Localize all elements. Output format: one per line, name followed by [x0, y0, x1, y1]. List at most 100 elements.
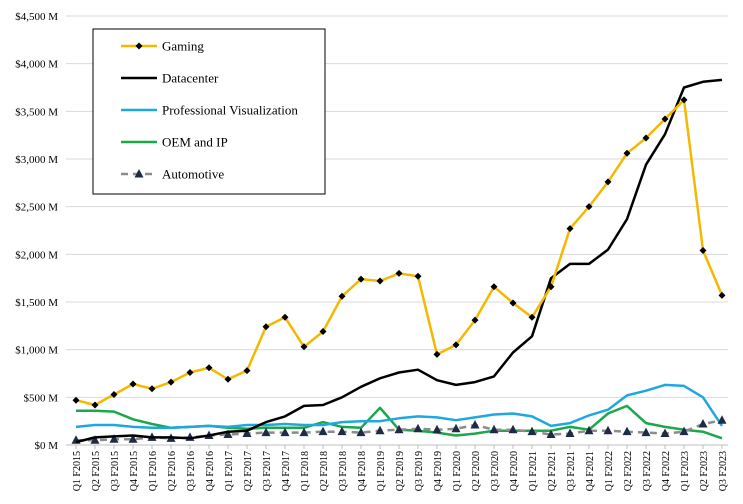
data-point-gaming [433, 350, 441, 358]
data-point-automotive [603, 425, 613, 435]
x-tick-label: Q3 F2019 [414, 451, 425, 491]
x-tick-label: Q1 F2018 [300, 451, 311, 491]
x-tick-label: Q2 F2023 [699, 451, 710, 491]
data-point-automotive [432, 424, 442, 434]
data-point-automotive [261, 427, 271, 437]
data-point-gaming [224, 375, 232, 383]
data-point-gaming [281, 313, 289, 321]
data-point-gaming [148, 385, 156, 393]
legend-label-oem-and-ip: OEM and IP [162, 135, 228, 150]
data-point-gaming [243, 367, 251, 375]
y-tick-label: $0 M [34, 440, 58, 452]
legend-label-professional-visualization: Professional Visualization [162, 103, 298, 118]
legend-item-gaming: Gaming [121, 39, 204, 54]
data-point-gaming [319, 328, 327, 336]
data-point-gaming [338, 292, 346, 300]
legend-item-automotive: Automotive [121, 167, 224, 182]
series-professional-visualization [75, 383, 724, 430]
x-tick-label: Q1 F2015 [72, 451, 83, 491]
data-point-automotive [375, 425, 385, 435]
data-point-gaming [376, 277, 384, 285]
data-point-gaming [642, 134, 650, 142]
x-tick-label: Q4 F2016 [205, 451, 216, 491]
data-point-gaming [186, 369, 194, 377]
y-tick-label: $3,500 M [15, 106, 58, 118]
x-tick-label: Q1 F2019 [376, 451, 387, 491]
x-axis: Q1 F2015 Q2 F2015 Q3 F2015 Q4 F2015 Q1 F2016… [66, 444, 729, 491]
x-tick-label: Q3 F2015 [110, 451, 121, 491]
data-point-gaming [604, 178, 612, 186]
legend-item-datacenter: Datacenter [121, 71, 219, 86]
x-tick-label: Q3 F2016 [186, 451, 197, 491]
data-point-automotive [109, 434, 119, 443]
y-tick-label: $1,000 M [15, 345, 58, 357]
data-point-gaming [357, 275, 365, 283]
x-tick-label: Q3 F2020 [490, 451, 501, 491]
data-point-gaming [167, 378, 175, 386]
series-layer [71, 78, 727, 444]
x-tick-label: Q3 F2021 [566, 451, 577, 491]
data-point-gaming [110, 390, 118, 398]
y-tick-label: $4,500 M [15, 11, 58, 23]
data-point-automotive [622, 426, 632, 436]
x-tick-label: Q1 F2022 [604, 451, 615, 491]
y-tick-label: $2,000 M [15, 249, 58, 261]
data-point-gaming [490, 283, 498, 291]
series-datacenter [75, 78, 723, 444]
x-tick-label: Q2 F2020 [471, 451, 482, 491]
data-point-gaming [699, 247, 707, 255]
data-point-automotive [489, 424, 499, 434]
x-tick-label: Q2 F2015 [91, 451, 102, 491]
data-point-gaming [471, 316, 479, 324]
y-tick-label: $1,500 M [15, 297, 58, 309]
data-point-gaming [528, 313, 536, 321]
x-tick-label: Q2 F2016 [167, 451, 178, 491]
data-point-gaming [452, 341, 460, 349]
data-point-gaming [91, 401, 99, 409]
data-point-gaming [566, 225, 574, 233]
data-point-automotive [242, 428, 252, 438]
data-point-gaming [129, 380, 137, 388]
data-point-gaming [661, 115, 669, 123]
x-tick-label: Q1 F2020 [452, 451, 463, 491]
legend-marker-gaming [135, 42, 143, 50]
data-point-automotive [641, 427, 651, 437]
x-tick-label: Q4 F2015 [129, 451, 140, 491]
data-point-gaming [509, 299, 517, 307]
x-tick-label: Q4 F2022 [661, 451, 672, 491]
data-point-gaming [585, 203, 593, 211]
legend-box [92, 28, 326, 195]
y-axis: $0 M $500 M $1,000 M $1,500 M $2,000 M $2,500… [15, 11, 58, 452]
data-point-automotive [90, 435, 100, 444]
x-tick-label: Q3 F2018 [338, 451, 349, 491]
legend: Gaming Datacenter Professional Visualizati… [92, 28, 326, 195]
legend-label-datacenter: Datacenter [162, 71, 219, 86]
y-tick-label: $3,000 M [15, 154, 58, 166]
x-tick-label: Q2 F2019 [395, 451, 406, 491]
data-point-automotive [527, 426, 537, 436]
data-point-gaming [300, 343, 308, 351]
x-tick-label: Q1 F2016 [148, 451, 159, 491]
x-tick-label: Q1 F2021 [528, 451, 539, 491]
legend-label-automotive: Automotive [162, 167, 224, 182]
series-line-professional-visualization [75, 383, 724, 430]
x-tick-label: Q1 F2023 [680, 451, 691, 491]
y-tick-label: $4,000 M [15, 59, 58, 71]
data-point-gaming [262, 323, 270, 331]
x-tick-label: Q3 F2017 [262, 451, 273, 491]
legend-label-gaming: Gaming [162, 39, 204, 54]
data-point-automotive [698, 419, 708, 428]
data-point-gaming [680, 96, 688, 104]
y-tick-label: $500 M [23, 392, 58, 404]
x-tick-label: Q2 F2018 [319, 451, 330, 491]
data-point-automotive [546, 429, 556, 439]
data-point-automotive [679, 426, 689, 436]
data-point-automotive [223, 429, 233, 439]
legend-marker-automotive [134, 169, 144, 178]
x-tick-label: Q3 F2023 [718, 451, 729, 491]
data-point-automotive [394, 424, 404, 434]
series-automotive [71, 415, 727, 444]
data-point-automotive [584, 425, 594, 435]
data-point-automotive [565, 428, 575, 438]
